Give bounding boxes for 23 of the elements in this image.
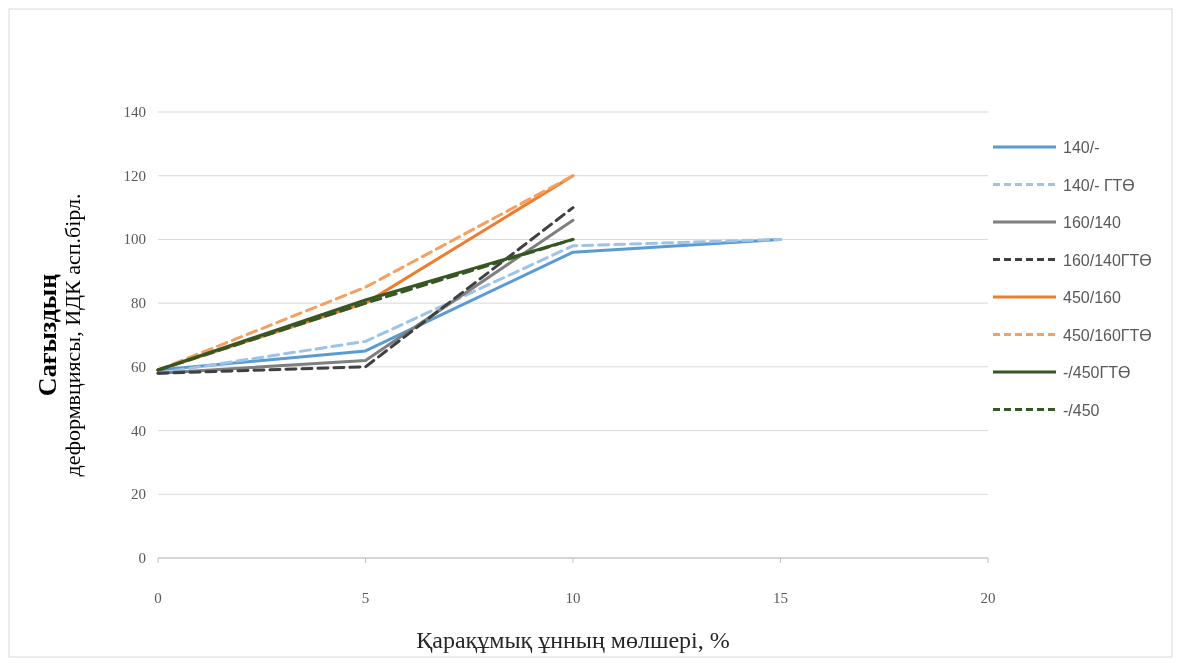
y-tick-label: 140 [123,104,146,120]
y-axis-title: Сағыздың деформвциясы, ИДК асп.бірл. [33,193,85,477]
x-tick-label: 0 [154,590,162,606]
x-tick-label: 10 [565,590,581,606]
x-tick-label: 15 [773,590,788,606]
y-tick-label: 20 [131,486,146,503]
legend-label: 160/140ГТӨ [1063,251,1152,269]
y-tick-label: 100 [123,231,146,248]
y-tick-label: 40 [131,422,146,439]
y-tick-label: 120 [123,167,146,184]
legend-label: 140/- [1063,139,1100,156]
y-tick-label: 0 [138,550,146,566]
y-tick-label: 60 [131,358,146,375]
legend-label: -/450ГТӨ [1063,364,1131,381]
legend-label: 160/140 [1063,214,1121,231]
legend-label: 450/160ГТӨ [1063,326,1152,344]
x-axis-title: Қарақұмық ұнның мөлшері, % [416,627,730,653]
y-tick-label: 80 [131,295,146,312]
x-tick-label: 5 [361,590,370,606]
legend-label: 450/160 [1063,289,1121,306]
x-tick-label: 20 [980,590,996,606]
legend-label: 140/- ГТӨ [1063,176,1135,194]
legend-label: -/450 [1063,401,1100,419]
